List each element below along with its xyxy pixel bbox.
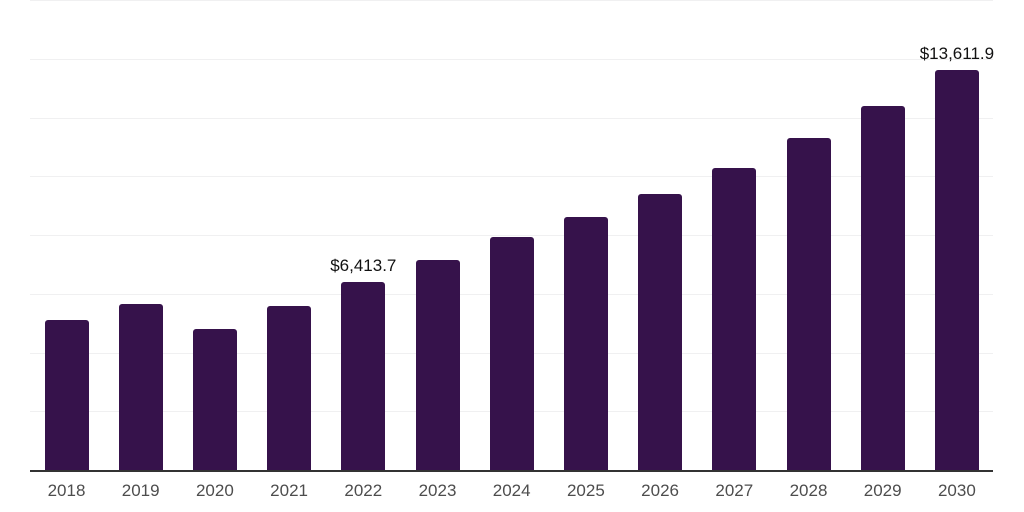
data-label-2022: $6,413.7 [330,255,397,275]
bar-2018[interactable] [44,319,89,470]
bar-2021[interactable] [267,305,312,470]
x-tick-2030: 2030 [937,481,976,500]
bar-2030[interactable] [934,70,979,470]
x-tick-2022: 2022 [344,481,383,500]
plot-area: $6,413.7 $13,611.9 [30,0,994,472]
bar-2028[interactable] [786,138,831,470]
x-tick-2021: 2021 [270,481,308,500]
bar-2025[interactable] [563,217,608,470]
data-label-2030: $13,611.9 [919,44,995,64]
bar-2022[interactable] [341,281,386,470]
gridline [30,58,993,60]
x-tick-2026: 2026 [641,481,679,500]
gridline [30,176,993,178]
bar-2029[interactable] [860,106,905,470]
bar-2023[interactable] [415,259,460,470]
bar-2026[interactable] [638,194,683,470]
x-tick-2028: 2028 [789,481,828,500]
x-tick-2029: 2029 [863,481,902,500]
x-tick-2020: 2020 [195,481,234,500]
x-tick-2019: 2019 [121,481,160,500]
gridline [30,235,993,236]
bar-2020[interactable] [192,328,237,470]
bar-2024[interactable] [489,237,534,470]
gridline [30,117,993,119]
x-tick-2018: 2018 [47,481,86,500]
x-tick-2024: 2024 [492,481,531,500]
x-tick-2027: 2027 [715,481,754,500]
bar-2027[interactable] [712,168,757,470]
x-tick-2025: 2025 [566,481,605,500]
x-axis: 2018 2019 2020 2021 2022 2023 2024 2025 2026 2027… [30,480,993,506]
gridline [30,0,993,1]
x-tick-2023: 2023 [418,481,457,500]
bar-2019[interactable] [118,303,163,470]
